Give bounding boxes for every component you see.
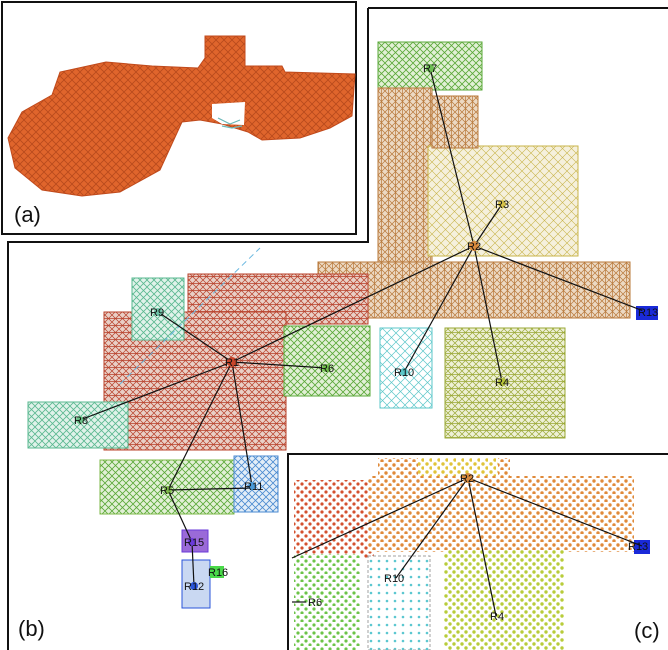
panel-c-viewport: R2 R6 R10 R4 R13 (c) (288, 454, 668, 650)
node-r13 (642, 308, 650, 316)
label-r13: R13 (638, 307, 658, 319)
label-r11: R11 (244, 481, 263, 493)
edge-r1-r11 (231, 361, 253, 487)
panel-b-letter: (b) (18, 616, 45, 641)
c-label-r2: R2 (460, 473, 474, 485)
edge-r1-r8 (79, 361, 233, 421)
edge-r1-r5 (167, 361, 233, 491)
edge-r15-r12 (191, 541, 195, 587)
c-region-r4 (444, 550, 564, 650)
label-r12: R12 (184, 581, 204, 593)
c-edge-r2-r1 (291, 477, 469, 559)
dashed-trajectory (119, 247, 261, 385)
label-r5: R5 (160, 485, 174, 497)
panel-a-graph (7, 35, 356, 197)
panel-a: (a) (1, 1, 357, 235)
edge-r5-r11 (167, 487, 253, 491)
label-r15: R15 (184, 537, 204, 549)
node-r15 (188, 538, 196, 546)
c-edge-r2-r4 (467, 477, 497, 617)
c-region-r13 (634, 540, 650, 554)
node-r3 (498, 200, 506, 208)
label-r7: R7 (423, 63, 437, 75)
node-r11 (248, 482, 256, 490)
c-edge-r2-r13 (467, 477, 643, 547)
panel-c: R2 R6 R10 R4 R13 (c) (287, 453, 668, 650)
c-label-r13: R13 (628, 541, 648, 553)
label-r4: R4 (495, 377, 509, 389)
c-node-r2 (463, 473, 473, 483)
panel-a-mesh (7, 35, 356, 197)
node-r16 (210, 568, 218, 576)
c-region-r2 (368, 476, 634, 552)
panel-b-labels: R1 R2 R3 R4 R5 R6 R7 R8 R9 R10 R11 R12 R… (74, 63, 658, 593)
node-r9 (154, 308, 162, 316)
node-r7 (426, 64, 434, 72)
region-r6 (283, 325, 371, 397)
node-r8 (76, 416, 84, 424)
c-region-r10 (367, 555, 431, 650)
edge-r2-r13 (473, 245, 647, 313)
label-r1: R1 (225, 357, 239, 369)
panel-b: R1 R2 R3 R4 R5 R6 R7 R8 R9 R10 R11 R12 R… (7, 7, 668, 650)
edge-r1-r6 (231, 361, 327, 369)
node-r1 (227, 357, 237, 367)
panel-b-nodes (76, 64, 650, 590)
region-r1 (103, 311, 287, 451)
panel-c-edges (291, 477, 643, 617)
region-r11 (233, 455, 279, 513)
node-r5 (164, 486, 172, 494)
panel-b-edges (79, 67, 647, 587)
region-r2-column (377, 87, 433, 271)
label-r8: R8 (74, 415, 88, 427)
edge-r5-r15 (167, 489, 193, 543)
label-r3: R3 (495, 199, 509, 211)
c-edge-r2-r10 (395, 477, 469, 579)
edge-r2-r7 (429, 67, 475, 247)
region-r12 (181, 559, 211, 609)
label-r16: R16 (208, 567, 228, 579)
node-r2 (469, 241, 479, 251)
region-r8 (27, 401, 129, 449)
node-r4 (498, 378, 506, 386)
region-r2-corridor (317, 261, 631, 319)
node-r12 (190, 582, 198, 590)
label-r2: R2 (467, 241, 481, 253)
label-r10: R10 (394, 367, 414, 379)
panel-a-letter: (a) (14, 202, 41, 227)
node-r10 (400, 368, 408, 376)
edge-r2-r1 (231, 245, 475, 363)
c-region-r1 (294, 480, 374, 558)
c-label-r4: R4 (490, 611, 504, 623)
c-label-r6: R6 (308, 597, 322, 609)
edge-r2-r10 (403, 245, 475, 373)
node-r6 (322, 364, 330, 372)
edge-r2-r3 (473, 203, 503, 247)
edge-r2-r4 (473, 245, 503, 383)
panel-b-frame (7, 7, 668, 650)
label-r9: R9 (150, 307, 164, 319)
edge-r1-r9 (157, 311, 233, 363)
panel-a-teal-fragment (217, 117, 243, 129)
c-label-r10: R10 (384, 573, 404, 585)
panel-c-frame (287, 453, 668, 650)
panel-c-letter: (c) (634, 618, 660, 643)
label-r6: R6 (320, 363, 334, 375)
